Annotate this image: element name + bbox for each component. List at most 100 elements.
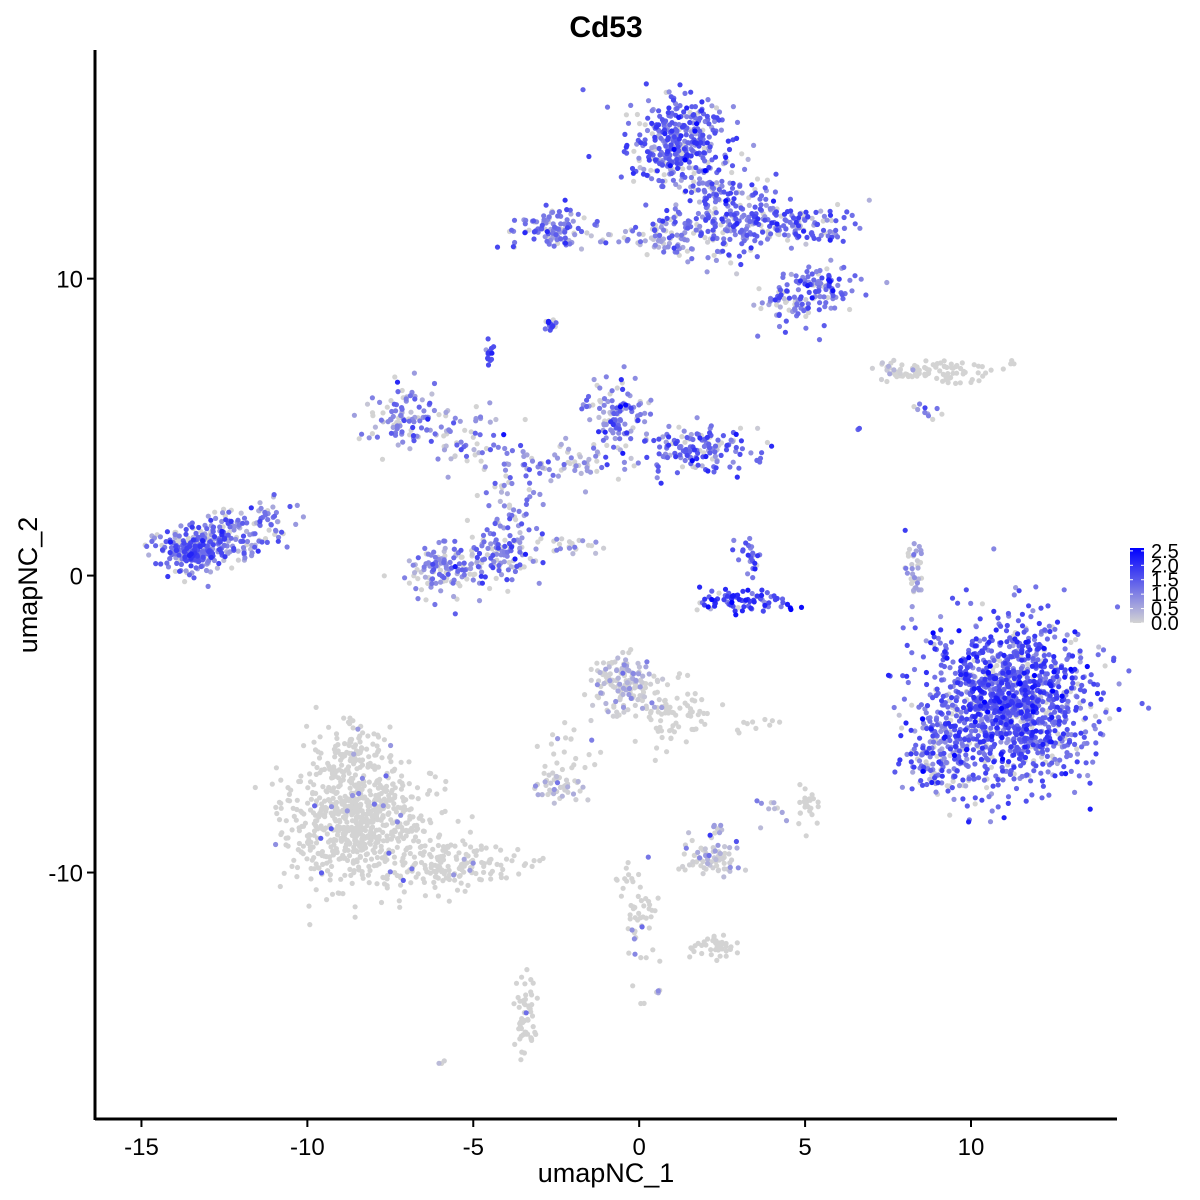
cell-point bbox=[1013, 785, 1020, 792]
cell-point bbox=[705, 255, 711, 261]
cell-point bbox=[428, 820, 434, 826]
cell-point bbox=[604, 442, 610, 448]
cell-point bbox=[601, 409, 607, 415]
cell-point bbox=[386, 810, 392, 816]
cell-point bbox=[648, 914, 654, 920]
cell-point bbox=[422, 574, 428, 580]
cell-point bbox=[365, 733, 371, 739]
cell-point bbox=[1044, 636, 1050, 642]
cell-point bbox=[467, 867, 473, 873]
cell-point bbox=[654, 677, 661, 683]
cell-point bbox=[979, 364, 985, 370]
cell-point bbox=[713, 192, 720, 198]
cell-point bbox=[801, 308, 807, 314]
cell-point bbox=[1079, 744, 1085, 750]
cell-point bbox=[428, 438, 434, 444]
cell-point bbox=[707, 450, 713, 456]
cell-point bbox=[623, 865, 629, 871]
cell-point bbox=[610, 430, 616, 436]
cell-point bbox=[394, 423, 400, 429]
cell-point bbox=[568, 736, 574, 742]
cell-point bbox=[537, 470, 543, 476]
cell-point bbox=[441, 575, 447, 581]
cell-point bbox=[954, 768, 960, 774]
cell-point bbox=[940, 378, 946, 384]
cell-point bbox=[440, 847, 446, 853]
cell-point bbox=[511, 853, 517, 859]
cell-point bbox=[713, 105, 720, 111]
cell-point bbox=[605, 709, 611, 715]
cell-point bbox=[431, 380, 438, 387]
cell-point bbox=[1000, 777, 1006, 783]
cell-point bbox=[493, 537, 499, 543]
cell-point bbox=[741, 212, 747, 218]
cell-point bbox=[359, 819, 365, 826]
cell-point bbox=[422, 893, 428, 899]
cell-point bbox=[705, 97, 711, 103]
cell-point bbox=[960, 777, 966, 783]
cell-point bbox=[733, 838, 740, 845]
cell-point bbox=[384, 883, 390, 889]
cell-point bbox=[777, 304, 783, 310]
cell-point bbox=[658, 135, 664, 141]
cell-point bbox=[1064, 750, 1070, 756]
cell-point bbox=[368, 837, 374, 843]
cell-point bbox=[659, 734, 665, 741]
cell-point bbox=[906, 546, 913, 552]
cell-point bbox=[1008, 654, 1015, 660]
cell-point bbox=[729, 185, 736, 191]
cell-point bbox=[687, 954, 693, 960]
cell-point bbox=[507, 516, 513, 522]
cell-point bbox=[381, 737, 387, 743]
cell-point bbox=[427, 400, 433, 406]
cell-point bbox=[490, 552, 496, 559]
cell-point bbox=[1126, 668, 1132, 674]
cell-point bbox=[422, 843, 428, 849]
cell-point bbox=[299, 823, 305, 830]
cell-point bbox=[537, 461, 543, 467]
cell-point bbox=[975, 363, 982, 369]
cell-point bbox=[972, 728, 979, 734]
cell-point bbox=[446, 872, 452, 878]
cell-point bbox=[964, 803, 970, 809]
cell-point bbox=[1078, 655, 1084, 661]
cell-point bbox=[398, 412, 404, 418]
cell-point bbox=[427, 837, 433, 844]
cell-point bbox=[594, 693, 600, 699]
cell-point bbox=[691, 179, 697, 185]
cell-point bbox=[1088, 701, 1094, 707]
cell-point bbox=[668, 170, 675, 177]
cell-point bbox=[518, 442, 524, 449]
cell-point bbox=[712, 154, 719, 160]
cell-point bbox=[938, 662, 944, 668]
cell-point bbox=[597, 239, 604, 245]
cell-point bbox=[1103, 709, 1109, 715]
cell-point bbox=[277, 883, 283, 890]
cell-point bbox=[421, 849, 427, 855]
cell-point bbox=[940, 371, 946, 377]
cell-point bbox=[979, 797, 985, 803]
cell-point bbox=[512, 1041, 518, 1047]
cell-point bbox=[183, 568, 189, 574]
cell-point bbox=[702, 721, 708, 727]
cell-point bbox=[408, 794, 414, 800]
cell-point bbox=[723, 953, 729, 959]
cell-point bbox=[697, 176, 703, 182]
cell-point bbox=[407, 844, 413, 850]
cell-point bbox=[258, 505, 264, 511]
cell-point bbox=[696, 180, 702, 187]
cell-point bbox=[335, 823, 341, 830]
cell-point bbox=[415, 576, 421, 582]
cell-point bbox=[483, 490, 489, 496]
cell-point bbox=[669, 120, 675, 126]
cell-point bbox=[462, 888, 468, 894]
cell-point bbox=[609, 398, 615, 404]
cell-point bbox=[432, 774, 438, 780]
cell-point bbox=[479, 450, 485, 456]
cell-point bbox=[626, 685, 633, 692]
cell-point bbox=[635, 671, 642, 677]
cell-point bbox=[899, 362, 905, 368]
cell-point bbox=[892, 769, 898, 775]
cell-point bbox=[487, 585, 493, 592]
